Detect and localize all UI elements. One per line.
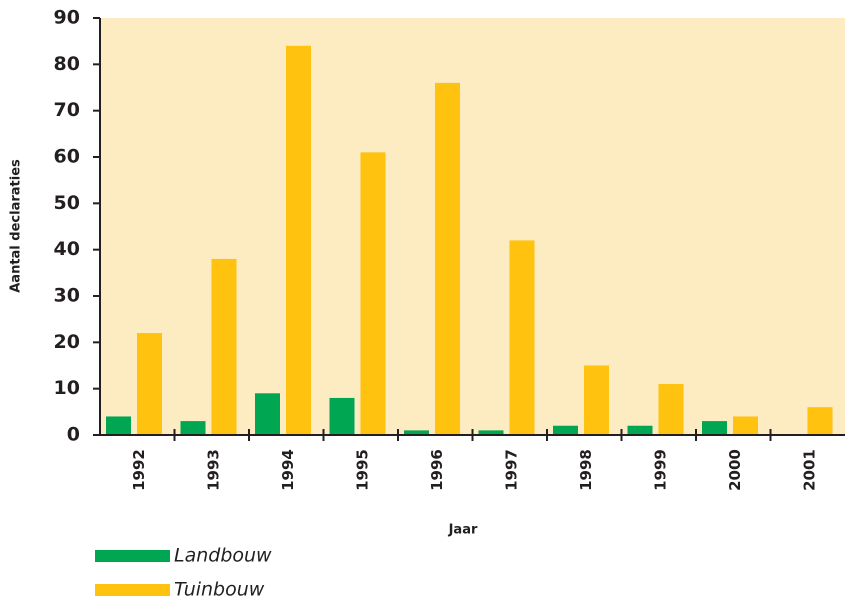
x-tick-label: 2000: [726, 449, 744, 491]
x-tick-label: 2001: [800, 449, 818, 491]
bar: [180, 421, 206, 435]
bar: [702, 421, 727, 435]
y-tick-label: 10: [54, 377, 80, 399]
bar: [435, 82, 460, 435]
y-tick-label: 70: [54, 99, 80, 121]
bar: [211, 258, 237, 435]
y-tick-label: 80: [54, 53, 80, 75]
y-tick-label: 20: [54, 331, 80, 353]
y-tick-label: 50: [54, 192, 80, 214]
bar: [509, 240, 535, 435]
x-tick-label: 1999: [651, 449, 669, 491]
legend-label: Tuinbouw: [174, 579, 265, 601]
x-tick-label: 1998: [577, 449, 595, 491]
bar: [286, 45, 311, 436]
x-axis-title: Jaar: [448, 523, 478, 538]
x-tick-label: 1995: [353, 449, 371, 491]
bar: [553, 425, 578, 435]
x-tick-label: 1997: [502, 449, 520, 491]
y-tick-label: 0: [67, 424, 80, 446]
x-tick-label: 1994: [279, 449, 297, 491]
bar: [584, 365, 609, 435]
bar: [658, 384, 684, 435]
legend-swatch: [95, 584, 170, 596]
bar: [360, 152, 386, 435]
legend-swatch: [95, 550, 170, 562]
x-tick-label: 1993: [204, 449, 222, 491]
bar: [478, 430, 504, 435]
x-tick-label: 1992: [130, 449, 148, 491]
legend-label: Landbouw: [174, 545, 272, 567]
y-tick-label: 40: [54, 238, 80, 260]
y-tick-label: 30: [54, 285, 80, 307]
y-tick-label: 90: [54, 7, 80, 29]
bar: [627, 425, 653, 435]
bar: [807, 407, 833, 435]
bar: [106, 416, 131, 435]
bar: [733, 416, 758, 435]
y-tick-label: 60: [54, 146, 80, 168]
bar: [329, 397, 355, 435]
bar: [404, 430, 429, 435]
x-tick-label: 1996: [428, 449, 446, 491]
bar: [137, 333, 162, 435]
bar: [255, 393, 280, 435]
y-axis-title: Aantal declaraties: [9, 159, 24, 293]
